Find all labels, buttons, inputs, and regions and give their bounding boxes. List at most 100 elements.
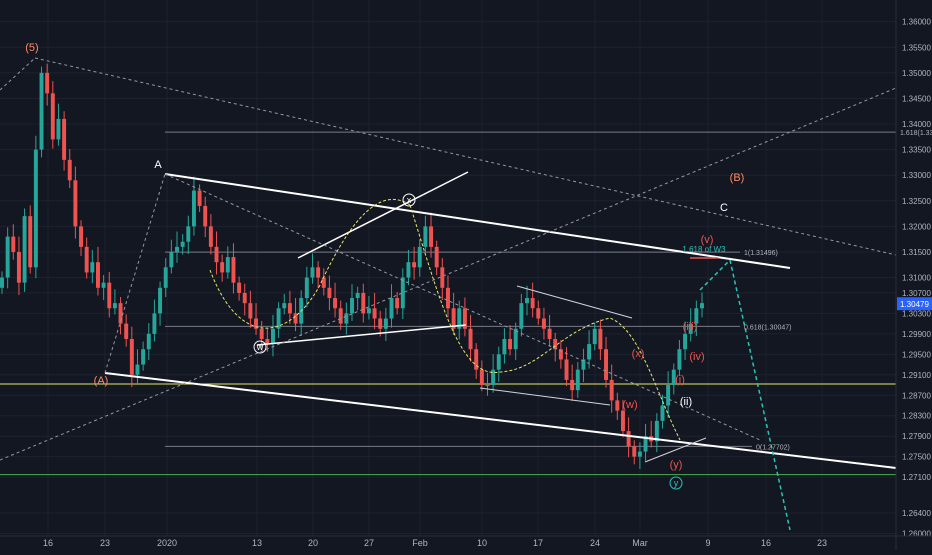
candle-body [412, 262, 417, 268]
wave-label: (x) [632, 348, 645, 360]
x-tick-label: 9 [705, 538, 710, 548]
y-tick-label: 1.35500 [902, 43, 931, 52]
candle-body [541, 318, 546, 329]
candle-body [56, 118, 61, 140]
candle-body [395, 298, 400, 309]
y-tick-label: 1.35000 [902, 69, 931, 78]
y-tick-label: 1.29500 [902, 350, 931, 359]
candle-body [547, 328, 552, 339]
candle-body [11, 236, 16, 252]
candle-body [564, 359, 569, 380]
y-tick-label: 1.28300 [902, 412, 931, 421]
y-tick-label: 1.27500 [902, 453, 931, 462]
wave-label: (y) [670, 459, 683, 471]
candle-body [429, 226, 434, 247]
x-tick-label: 24 [590, 538, 600, 548]
level-lines-layer [0, 131, 896, 476]
fib-level-label: 1.618(1.33841) [900, 130, 932, 137]
candle-body [129, 338, 134, 375]
y-tick-label: 1.26400 [902, 509, 931, 518]
candle-body [355, 292, 360, 299]
flag-lower-line [479, 387, 611, 406]
candle-body [423, 226, 428, 247]
y-tick-label: 1.30700 [902, 289, 931, 298]
candle-body [73, 180, 78, 227]
wave-label: (A) [94, 375, 109, 387]
candle-body [508, 338, 513, 350]
candle-body [180, 241, 185, 247]
candle-body [287, 303, 292, 314]
candle-body [592, 328, 597, 345]
candle-body [350, 298, 354, 314]
fib-labels-layer: 1.618(1.33841) 1(1.31496) 0.618(1.30047) 0(… [744, 130, 932, 451]
y-tick-label: 1.28700 [902, 391, 931, 400]
candle-body [67, 159, 72, 181]
y-tick-label: 1.27900 [902, 432, 931, 441]
y-tick-label: 1.32500 [902, 197, 931, 206]
current-price-label: 1.30479 [900, 300, 929, 309]
candle-body [124, 323, 129, 339]
x-tick-label: 20 [308, 538, 318, 548]
x-tick-label: Feb [412, 538, 428, 548]
candle-body [491, 369, 496, 386]
candle-body [366, 308, 371, 314]
candle-body [333, 298, 338, 309]
candle-body [169, 251, 174, 268]
candle-body [406, 262, 411, 278]
candle-body [372, 308, 377, 319]
upper-channel-line [164, 173, 791, 269]
candle-body [660, 405, 665, 421]
candle-body [316, 267, 321, 278]
wave-label: 1.618 of W3 [682, 245, 726, 254]
candle-body [248, 303, 253, 319]
candle-body [620, 410, 625, 432]
candle-body [434, 246, 439, 268]
candle-body [118, 303, 123, 324]
y-tick-label: 1.34500 [902, 94, 931, 103]
candle-body [33, 149, 38, 268]
fib-level-label: 1(1.31496) [744, 250, 778, 257]
candle-body [50, 93, 55, 140]
candle-body [208, 226, 213, 247]
candle-body [604, 349, 609, 380]
candle-body [0, 277, 4, 288]
current-price-tag [897, 297, 932, 311]
x-tick-label: 16 [43, 538, 53, 548]
candle-body [575, 369, 580, 391]
dotted-a-leg [104, 173, 166, 374]
drawings-layer [0, 57, 897, 531]
candle-body [186, 226, 191, 242]
candle-body [666, 385, 671, 406]
candle-body [5, 236, 10, 278]
candle-body [383, 318, 388, 329]
candle-body [598, 328, 603, 350]
x-tick-label: 27 [364, 538, 374, 548]
candle-body [163, 267, 168, 288]
wave-label: C [720, 202, 728, 214]
candle-body [135, 364, 140, 375]
candle-body [321, 277, 326, 288]
candle-body [536, 308, 541, 319]
wave-label: (iv) [689, 351, 704, 363]
candle-body [45, 72, 50, 94]
candle-body [62, 118, 67, 160]
candle-body [107, 282, 112, 309]
y-tick-label: 1.33500 [902, 146, 931, 155]
candle-body [39, 72, 44, 150]
candle-body [671, 369, 676, 386]
wave-label-circle [402, 193, 416, 207]
candle-body [191, 190, 196, 227]
candle-body [22, 216, 27, 283]
candle-body [16, 251, 21, 283]
candle-body [79, 226, 84, 247]
candle-body [553, 338, 558, 350]
x-tick-label: 23 [817, 538, 827, 548]
dotted-mid-line [164, 173, 761, 441]
candle-body [389, 298, 394, 319]
candle-body [694, 308, 699, 324]
x-tick-label: 2020 [157, 538, 177, 548]
candle-body [558, 349, 563, 360]
